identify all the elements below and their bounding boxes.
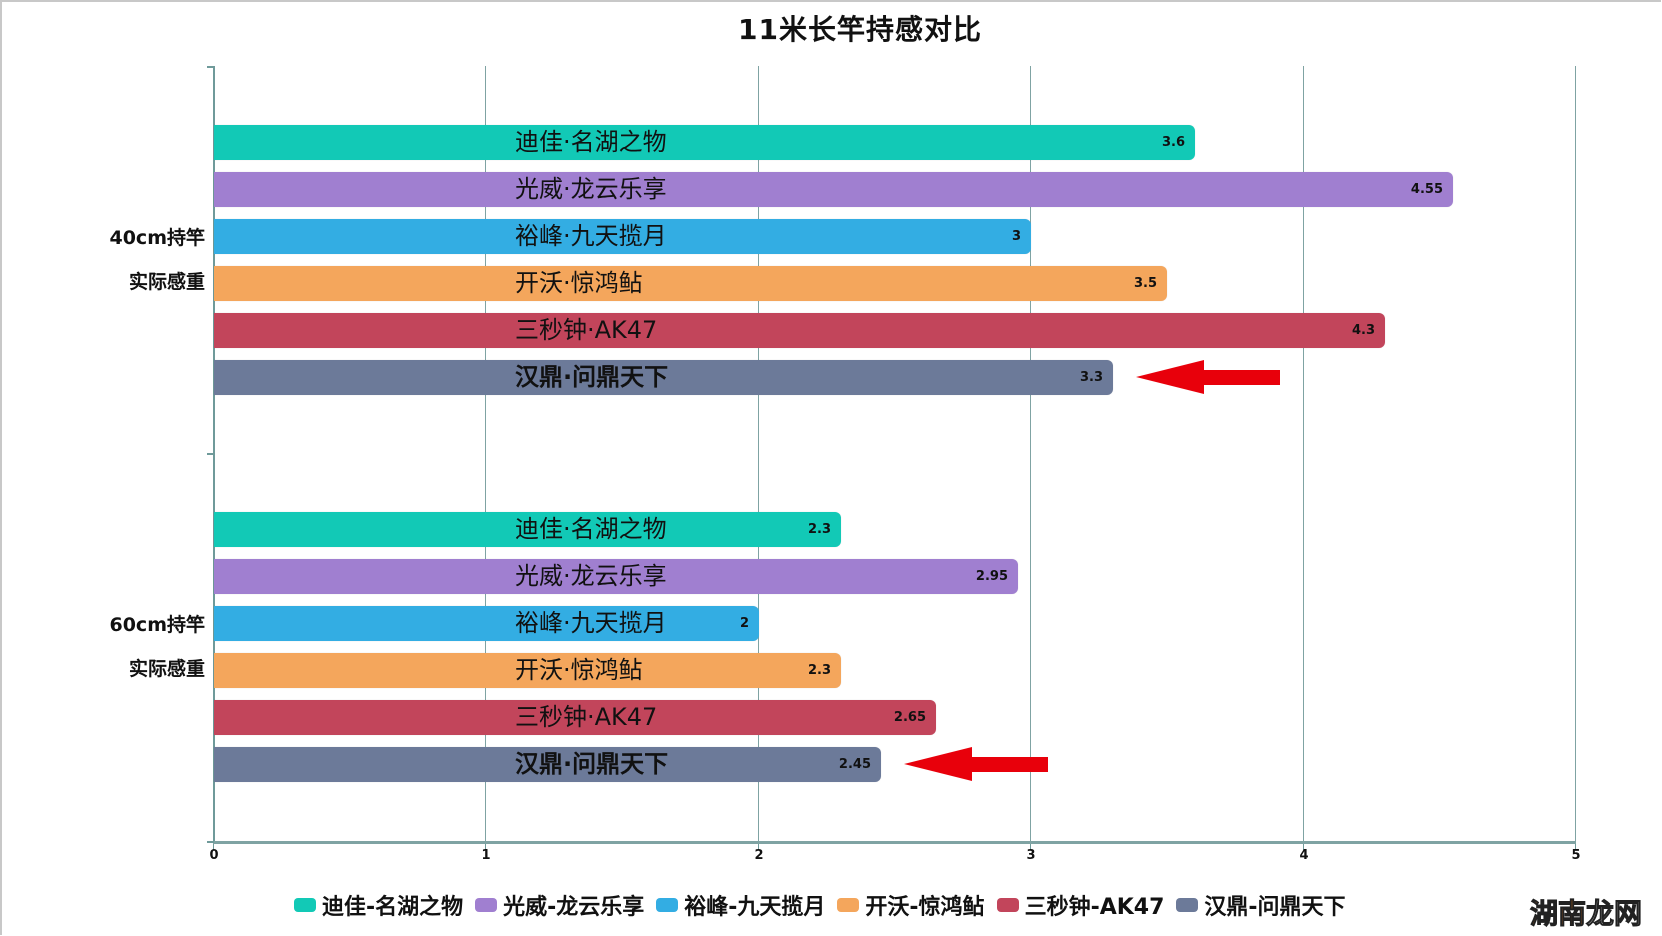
x-tick xyxy=(1575,842,1576,850)
category-label: 60cm持竿实际感重 xyxy=(60,603,205,691)
bar-series-label: 裕峰·九天揽月 xyxy=(515,609,667,637)
bar-value-label: 2.95 xyxy=(975,569,1008,584)
red-arrow-icon xyxy=(904,747,1048,781)
bar-5[interactable]: 三秒钟·AK47 2.65 xyxy=(214,700,936,735)
y-tick xyxy=(207,841,214,843)
x-tick xyxy=(1303,842,1304,850)
legend-item[interactable]: 开沃-惊鸿鲇 xyxy=(837,889,985,921)
legend-label: 开沃-惊鸿鲇 xyxy=(865,895,985,920)
legend-item[interactable]: 三秒钟-AK47 xyxy=(996,889,1165,921)
bar-value-label: 4.3 xyxy=(1351,323,1375,338)
x-tick xyxy=(758,842,759,850)
x-tick-label: 3 xyxy=(1026,848,1036,863)
bar-2[interactable]: 光威·龙云乐享 2.95 xyxy=(214,559,1018,594)
bar-series-label: 三秒钟·AK47 xyxy=(515,703,658,731)
gridline xyxy=(1575,66,1576,842)
x-tick-label: 2 xyxy=(754,848,764,863)
legend-label: 裕峰-九天揽月 xyxy=(684,895,826,920)
bar-value-label: 2.45 xyxy=(838,757,871,772)
bar-1[interactable]: 迪佳·名湖之物 2.3 xyxy=(214,512,841,547)
bar-value-label: 4.55 xyxy=(1410,182,1443,197)
bar-4[interactable]: 开沃·惊鸿鲇 2.3 xyxy=(214,653,841,688)
bar-value-label: 2 xyxy=(739,616,749,631)
bar-4[interactable]: 开沃·惊鸿鲇 3.5 xyxy=(214,266,1167,301)
legend-label: 汉鼎-问鼎天下 xyxy=(1204,895,1346,920)
bar-series-label: 汉鼎·问鼎天下 xyxy=(515,363,669,391)
x-axis xyxy=(213,841,1576,844)
x-tick xyxy=(485,842,486,850)
bar-series-label: 迪佳·名湖之物 xyxy=(515,128,667,156)
bar-5[interactable]: 三秒钟·AK47 4.3 xyxy=(214,313,1385,348)
x-tick xyxy=(1030,842,1031,850)
legend-swatch-icon xyxy=(294,898,316,912)
bar-value-label: 2.3 xyxy=(807,522,831,537)
x-tick-label: 5 xyxy=(1571,848,1581,863)
legend-swatch-icon xyxy=(1176,898,1199,912)
legend-swatch-icon xyxy=(837,898,860,912)
bar-series-label: 迪佳·名湖之物 xyxy=(515,515,667,543)
category-label: 40cm持竿实际感重 xyxy=(60,216,205,304)
chart-title: 11米长竿持感对比 xyxy=(738,13,982,46)
legend-swatch-icon xyxy=(475,898,498,912)
bar-series-label: 开沃·惊鸿鲇 xyxy=(515,269,643,297)
legend-label: 三秒钟-AK47 xyxy=(1024,895,1165,920)
gridline xyxy=(1303,66,1304,842)
y-tick xyxy=(207,453,214,455)
bar-series-label: 汉鼎·问鼎天下 xyxy=(515,750,669,778)
category-label-line: 实际感重 xyxy=(128,658,205,680)
watermark-logo: 湖南龙网 xyxy=(1529,897,1643,931)
bar-value-label: 3 xyxy=(1011,229,1021,244)
legend-item[interactable]: 汉鼎-问鼎天下 xyxy=(1176,889,1346,921)
bar-6[interactable]: 汉鼎·问鼎天下 2.45 xyxy=(214,747,881,782)
legend: 迪佳-名湖之物 光威-龙云乐享 裕峰-九天揽月 开沃-惊鸿鲇 三秒钟-AK47 汉鼎-问鼎… xyxy=(294,890,1358,920)
bar-series-label: 三秒钟·AK47 xyxy=(515,316,658,344)
gridline xyxy=(1030,66,1031,842)
y-axis xyxy=(213,66,215,843)
red-arrow-icon xyxy=(1136,360,1280,394)
bar-value-label: 3.5 xyxy=(1133,276,1157,291)
y-tick xyxy=(207,66,214,68)
x-tick-label: 4 xyxy=(1299,848,1309,863)
bar-series-label: 光威·龙云乐享 xyxy=(515,175,667,203)
legend-swatch-icon xyxy=(656,898,679,912)
bar-3[interactable]: 裕峰·九天揽月 2 xyxy=(214,606,759,641)
legend-item[interactable]: 迪佳-名湖之物 xyxy=(294,889,463,921)
legend-item[interactable]: 裕峰-九天揽月 xyxy=(656,889,825,921)
bar-series-label: 开沃·惊鸿鲇 xyxy=(515,656,643,684)
category-label-line: 60cm持竿 xyxy=(109,614,205,636)
gridline xyxy=(485,66,486,842)
bar-value-label: 2.65 xyxy=(893,710,926,725)
bar-value-label: 3.6 xyxy=(1161,135,1185,150)
bar-series-label: 裕峰·九天揽月 xyxy=(515,222,667,250)
bar-2[interactable]: 光威·龙云乐享 4.55 xyxy=(214,172,1453,207)
legend-label: 光威-龙云乐享 xyxy=(503,895,645,920)
legend-label: 迪佳-名湖之物 xyxy=(322,895,464,920)
bar-1[interactable]: 迪佳·名湖之物 3.6 xyxy=(214,125,1195,160)
bar-6[interactable]: 汉鼎·问鼎天下 3.3 xyxy=(214,360,1113,395)
bar-3[interactable]: 裕峰·九天揽月 3 xyxy=(214,219,1031,254)
legend-swatch-icon xyxy=(996,898,1019,912)
legend-item[interactable]: 光威-龙云乐享 xyxy=(475,889,644,921)
gridline xyxy=(758,66,759,842)
category-label-line: 实际感重 xyxy=(128,271,205,293)
category-label-line: 40cm持竿 xyxy=(109,227,205,249)
bar-series-label: 光威·龙云乐享 xyxy=(515,562,667,590)
x-tick xyxy=(213,842,214,850)
bar-value-label: 2.3 xyxy=(807,663,831,678)
x-tick-label: 1 xyxy=(481,848,491,863)
x-tick-label: 0 xyxy=(209,848,219,863)
bar-value-label: 3.3 xyxy=(1079,370,1103,385)
